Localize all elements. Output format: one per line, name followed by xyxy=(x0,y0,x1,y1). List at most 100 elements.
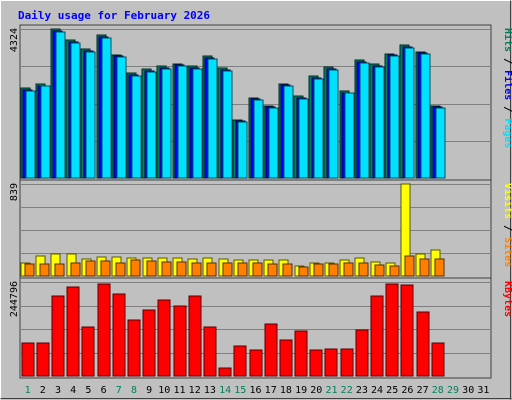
bar-sites-day-2 xyxy=(39,263,50,277)
x-tick-label: 31 xyxy=(477,385,489,396)
x-tick-label: 12 xyxy=(189,385,201,396)
bar-kbytes-day-16 xyxy=(249,349,263,377)
y-axis-max-label: 244796 xyxy=(9,281,20,317)
x-tick-label: 17 xyxy=(265,385,277,396)
legend-files: Files xyxy=(502,70,512,100)
bar-sites-day-6 xyxy=(100,260,111,277)
bar-sites-day-10 xyxy=(161,261,172,277)
x-tick-label: 5 xyxy=(85,385,91,396)
bar-pages-day-9 xyxy=(146,71,157,179)
bar-kbytes-day-10 xyxy=(157,299,171,377)
bar-sites-day-24 xyxy=(374,264,385,277)
bar-kbytes-day-8 xyxy=(127,319,141,377)
bar-sites-day-1 xyxy=(24,263,35,277)
bar-pages-day-5 xyxy=(85,51,96,179)
bar-sites-day-25 xyxy=(389,265,400,277)
bar-sites-day-19 xyxy=(298,266,309,277)
x-tick-label: 18 xyxy=(280,385,292,396)
bar-sites-day-17 xyxy=(267,263,278,277)
x-tick-label: 2 xyxy=(40,385,46,396)
bar-sites-day-23 xyxy=(358,262,369,277)
legend-separator: / xyxy=(502,52,512,70)
bar-kbytes-day-17 xyxy=(264,323,278,377)
bar-pages-day-13 xyxy=(207,58,218,179)
bar-pages-day-23 xyxy=(359,62,370,179)
bar-kbytes-day-7 xyxy=(112,293,126,377)
bar-kbytes-day-11 xyxy=(173,305,187,377)
bar-kbytes-day-3 xyxy=(51,295,65,377)
bar-kbytes-day-4 xyxy=(66,286,80,377)
legend-separator: / xyxy=(502,100,512,118)
bar-kbytes-day-20 xyxy=(309,349,323,377)
bar-pages-day-14 xyxy=(222,70,233,179)
x-tick-label: 16 xyxy=(249,385,261,396)
legend-sites: Sites xyxy=(502,237,512,267)
bar-sites-day-9 xyxy=(146,260,157,277)
bar-sites-day-18 xyxy=(282,263,293,277)
bar-pages-day-17 xyxy=(268,107,279,179)
bar-sites-day-26 xyxy=(404,255,415,277)
panel-legend: Hits / Files / Pages xyxy=(502,28,512,148)
bar-pages-day-26 xyxy=(404,47,415,179)
bar-pages-day-22 xyxy=(344,92,355,179)
panel-frame xyxy=(19,277,492,379)
bar-pages-day-10 xyxy=(161,68,172,179)
bar-kbytes-day-18 xyxy=(279,339,293,377)
x-tick-label: 23 xyxy=(356,385,368,396)
bar-sites-day-21 xyxy=(328,263,339,277)
legend-hits: Hits xyxy=(502,28,512,52)
bar-kbytes-day-22 xyxy=(340,348,354,377)
bar-pages-day-12 xyxy=(192,68,203,179)
bar-pages-day-8 xyxy=(131,75,142,179)
bar-pages-day-28 xyxy=(435,107,446,179)
chart-panels: 4324 Hits / Files / Pages 839 Visits / Site… xyxy=(9,24,512,379)
bar-pages-day-20 xyxy=(313,78,324,179)
bar-kbytes-day-25 xyxy=(385,283,399,377)
bar-sites-day-27 xyxy=(419,258,430,277)
bar-sites-day-11 xyxy=(176,261,187,277)
bar-pages-day-24 xyxy=(374,66,385,179)
bar-sites-day-16 xyxy=(252,262,263,277)
x-axis-labels: 1 2 3 4 5 6 7 8 9 10 11 12 13 14 15 16 17 18 19 20 21 22 23 24 2… xyxy=(25,385,490,396)
bar-sites-day-28 xyxy=(434,258,445,277)
bar-sites-day-14 xyxy=(222,262,233,277)
x-tick-label: 8 xyxy=(131,385,137,396)
bar-kbytes-day-24 xyxy=(370,295,384,377)
chart-title: Daily usage for February 2026 xyxy=(18,9,210,22)
x-tick-label: 30 xyxy=(462,385,474,396)
bar-pages-day-16 xyxy=(253,99,264,179)
bar-kbytes-day-5 xyxy=(81,326,95,377)
x-tick-label: 4 xyxy=(70,385,76,396)
bar-kbytes-day-19 xyxy=(294,330,308,377)
bar-sites-day-13 xyxy=(206,262,217,277)
legend-visits: Visits xyxy=(502,183,512,219)
x-tick-label: 14 xyxy=(219,385,231,396)
bar-kbytes-day-21 xyxy=(324,348,338,377)
bar-sites-day-20 xyxy=(313,263,324,277)
bar-kbytes-day-13 xyxy=(203,326,217,377)
bar-pages-day-1 xyxy=(25,90,36,179)
x-tick-label: 6 xyxy=(101,385,107,396)
x-tick-label: 1 xyxy=(25,385,31,396)
bar-sites-day-22 xyxy=(343,262,354,277)
bar-kbytes-day-2 xyxy=(36,342,50,377)
legend-kbytes: KBytes xyxy=(502,281,512,317)
bar-pages-day-3 xyxy=(55,31,66,179)
x-tick-label: 28 xyxy=(432,385,444,396)
panel-legend: KBytes xyxy=(502,281,512,317)
x-tick-label: 3 xyxy=(55,385,61,396)
bar-pages-day-15 xyxy=(237,121,248,179)
bar-pages-day-19 xyxy=(298,98,309,179)
x-tick-label: 9 xyxy=(146,385,152,396)
y-axis-max-label: 4324 xyxy=(9,28,20,52)
x-tick-label: 27 xyxy=(417,385,429,396)
bar-kbytes-day-15 xyxy=(233,345,247,377)
x-tick-label: 25 xyxy=(386,385,398,396)
bar-pages-day-27 xyxy=(420,53,431,179)
bar-kbytes-day-12 xyxy=(188,295,202,377)
bar-pages-day-4 xyxy=(70,42,81,179)
legend-separator: / xyxy=(502,219,512,237)
bar-pages-day-6 xyxy=(101,37,112,179)
x-tick-label: 10 xyxy=(158,385,170,396)
